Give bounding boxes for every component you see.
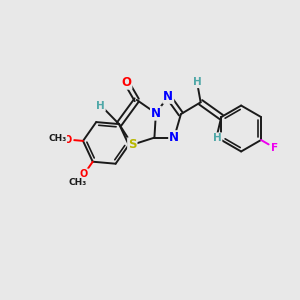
- Text: H: H: [213, 133, 221, 143]
- Text: O: O: [80, 169, 88, 179]
- Text: N: N: [163, 90, 173, 103]
- Text: H: H: [193, 77, 202, 87]
- Text: CH₃: CH₃: [48, 134, 66, 143]
- Text: CH₃: CH₃: [69, 178, 87, 188]
- Text: S: S: [128, 138, 136, 151]
- Text: O: O: [122, 76, 131, 89]
- Text: O: O: [64, 135, 72, 145]
- Text: H: H: [96, 101, 105, 111]
- Text: N: N: [169, 131, 179, 144]
- Text: F: F: [271, 142, 278, 153]
- Text: N: N: [151, 107, 161, 120]
